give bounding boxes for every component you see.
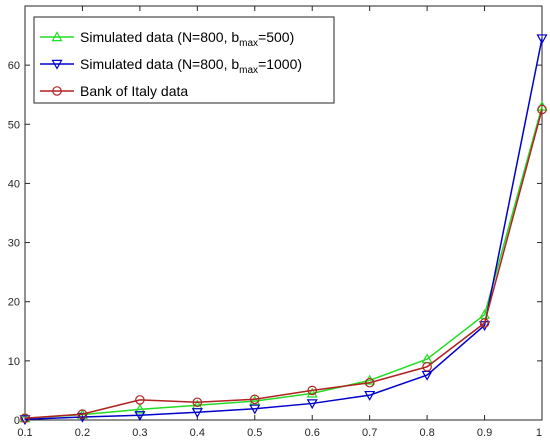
legend-label: Simulated data (N=800, bmax=1000) bbox=[80, 56, 302, 76]
legend-entry: Bank of Italy data bbox=[40, 83, 188, 99]
x-tick-label: 0.5 bbox=[247, 427, 262, 439]
y-tick-label: 40 bbox=[8, 178, 20, 190]
data-point bbox=[306, 399, 318, 410]
y-axis: 0 10 20 30 40 50 60 bbox=[8, 60, 542, 427]
x-tick-label: 0.3 bbox=[132, 427, 147, 439]
data-point bbox=[306, 387, 318, 398]
x-tick-label: 1 bbox=[536, 427, 542, 439]
y-tick-label: 30 bbox=[8, 238, 20, 250]
y-tick-label: 60 bbox=[8, 60, 20, 72]
data-point bbox=[77, 409, 88, 419]
legend-marker bbox=[51, 59, 63, 70]
x-tick-label: 0.9 bbox=[477, 427, 492, 439]
x-axis: 0.1 0.2 0.3 0.4 0.5 0.6 0.7 0.8 0.9 1 bbox=[17, 6, 543, 439]
legend-box bbox=[33, 16, 335, 104]
legend-marker bbox=[51, 31, 63, 42]
legend-label: Simulated data (N=800, bmax=500) bbox=[80, 29, 294, 49]
data-point bbox=[364, 374, 376, 385]
data-point bbox=[191, 408, 203, 419]
series-3 bbox=[20, 104, 547, 424]
data-point bbox=[536, 34, 548, 45]
data-point bbox=[134, 411, 146, 422]
data-point bbox=[19, 415, 31, 426]
data-point bbox=[134, 403, 146, 414]
data-point bbox=[307, 385, 318, 396]
y-tick-label: 10 bbox=[8, 356, 20, 368]
legend-entry: Simulated data (N=800, bmax=500) bbox=[40, 29, 294, 49]
y-tick-label: 50 bbox=[8, 119, 20, 131]
legend: Simulated data (N=800, bmax=500) Simulate… bbox=[33, 16, 335, 104]
series-layer bbox=[19, 34, 548, 426]
data-point bbox=[364, 390, 376, 401]
legend-marker bbox=[52, 86, 62, 96]
data-point bbox=[249, 404, 261, 415]
data-point bbox=[135, 395, 145, 405]
legend-entry: Simulated data (N=800, bmax=1000) bbox=[40, 56, 302, 76]
data-point bbox=[422, 361, 432, 372]
series-line bbox=[24, 38, 543, 421]
data-point bbox=[192, 397, 203, 408]
x-tick-label: 0.8 bbox=[419, 427, 434, 439]
x-tick-label: 0.1 bbox=[17, 427, 32, 439]
data-point bbox=[249, 394, 260, 405]
series-line bbox=[24, 109, 543, 419]
y-tick-label: 20 bbox=[8, 297, 20, 309]
series-line bbox=[24, 106, 543, 419]
x-tick-label: 0.7 bbox=[362, 427, 377, 439]
x-tick-label: 0.2 bbox=[75, 427, 90, 439]
data-point bbox=[364, 377, 375, 388]
data-point bbox=[20, 413, 30, 424]
x-tick-label: 0.4 bbox=[190, 427, 205, 439]
data-point bbox=[537, 104, 547, 115]
y-tick-label: 0 bbox=[14, 415, 20, 427]
x-tick-label: 0.6 bbox=[305, 427, 320, 439]
legend-label: Bank of Italy data bbox=[80, 83, 188, 99]
data-point bbox=[479, 318, 490, 328]
